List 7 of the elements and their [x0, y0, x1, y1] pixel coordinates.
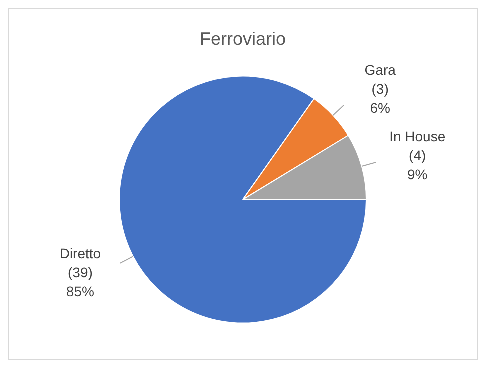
- chart-title: Ferroviario: [200, 28, 286, 49]
- data-label: (4) 9%: [407, 147, 428, 182]
- slice-label: In House: [390, 128, 446, 144]
- slice-label: Diretto: [60, 246, 102, 262]
- data-label: (3) 6%: [370, 81, 390, 116]
- data-label: (39) 85%: [66, 264, 94, 300]
- slice-label: Gara: [364, 62, 396, 78]
